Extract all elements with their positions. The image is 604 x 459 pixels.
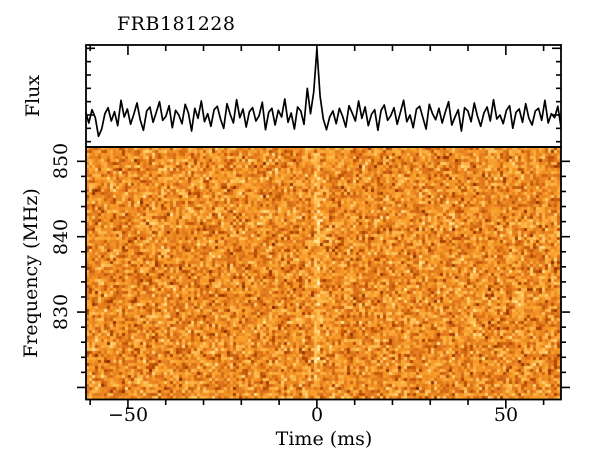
time-tick-label-50: 50 [493, 404, 519, 426]
flux-trace [85, 48, 562, 138]
time-tick-label--50: −50 [107, 404, 149, 426]
dynamic-spectrum-heatmap [86, 147, 561, 400]
spectrum-panel-frame [85, 146, 562, 401]
freq-tick-label-840: 840 [50, 218, 72, 256]
flux-panel-frame [85, 44, 562, 148]
flux-axis-label: Flux [22, 74, 44, 118]
time-tick-label-0: 0 [310, 404, 324, 426]
freq-tick-label-850: 850 [50, 142, 72, 180]
time-axis-label: Time (ms) [275, 428, 373, 450]
freq-tick-label-830: 830 [50, 293, 72, 331]
frequency-axis-label: Frequency (MHz) [20, 188, 42, 358]
plot-title: FRB181228 [117, 13, 236, 35]
